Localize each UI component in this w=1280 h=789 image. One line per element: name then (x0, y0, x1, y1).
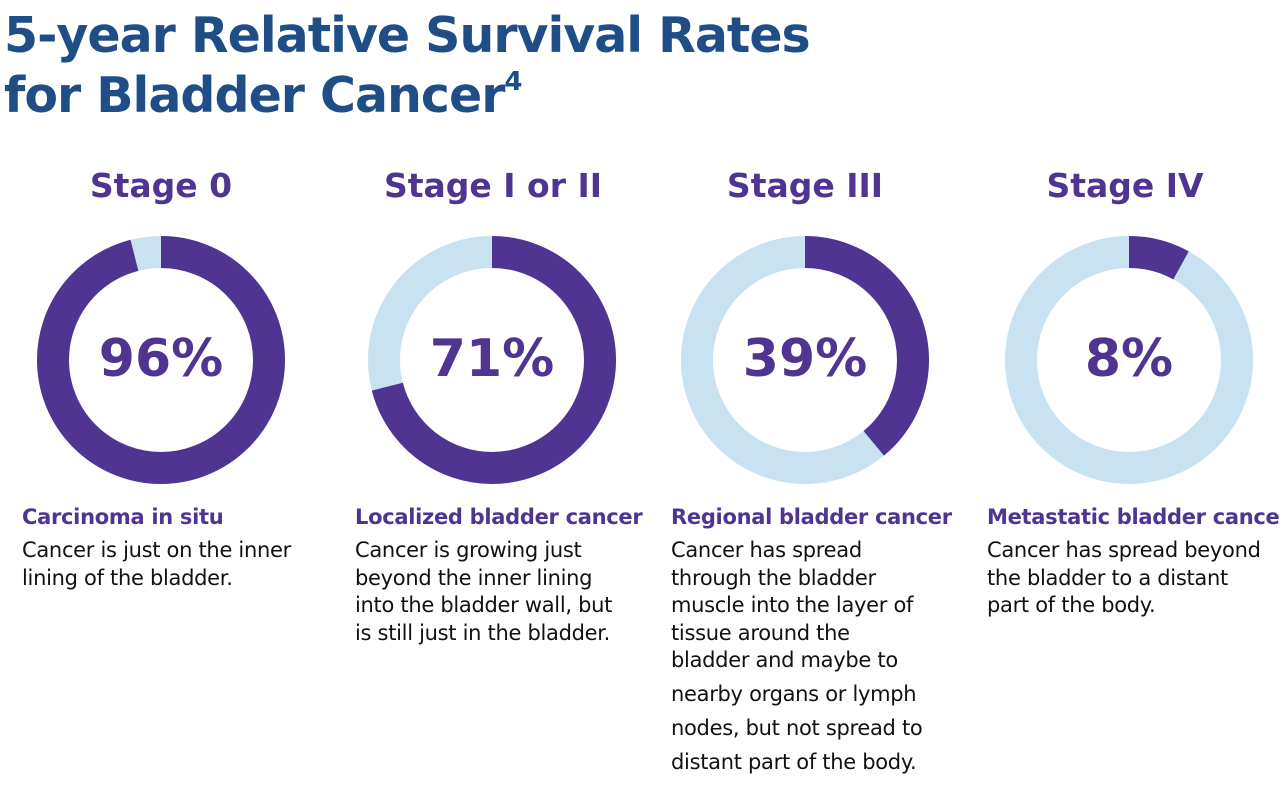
stage-description: Cancer has spread beyond the bladder to a… (987, 537, 1277, 620)
stage-column-0: Stage 0 96% Carcinoma in situ Cancer is … (0, 0, 320, 789)
stage-subtitle: Carcinoma in situ (22, 505, 224, 529)
stage-subtitle: Localized bladder cancer (355, 505, 643, 529)
donut-value-arc (368, 236, 616, 484)
stage-description: Cancer is just on the inner lining of the… (22, 537, 312, 592)
description-line: into the bladder wall, but (355, 593, 613, 617)
donut-chart-stage-1: 71% (368, 236, 616, 484)
stage-column-3: Stage IV 8% Metastatic bladder cancer Ca… (965, 0, 1280, 789)
stage-description: Cancer has spread through the bladder musc… (671, 537, 961, 777)
description-line: nearby organs or lymph (671, 682, 917, 706)
percent-label: 39% (743, 329, 867, 389)
description-line: Cancer is growing just (355, 538, 582, 562)
stage-description: Cancer is growing just beyond the inner l… (355, 537, 645, 647)
percent-label: 96% (99, 329, 223, 389)
description-line: Cancer is just on the inner (22, 538, 291, 562)
donut-value-arc (681, 236, 929, 484)
stage-subtitle: Metastatic bladder cancer (987, 505, 1280, 529)
stage-column-2: Stage III 39% Regional bladder cancer Ca… (649, 0, 969, 789)
footnote-marker: 4 (504, 67, 522, 97)
description-line: tissue around the (671, 620, 850, 645)
chart-title-line-2: for Bladder Cancer4 (4, 66, 810, 126)
stage-heading: Stage III (726, 166, 884, 205)
percent-label: 8% (1085, 329, 1173, 389)
stage-heading: Stage I or II (383, 166, 603, 205)
percent-label: 71% (430, 329, 554, 389)
donut-chart-stage-0: 96% (37, 236, 285, 484)
description-line: lining of the bladder. (22, 565, 233, 590)
donut-value-arc (37, 236, 285, 484)
chart-title: 5-year Relative Survival Rates for Bladd… (4, 6, 811, 126)
description-line: through the bladder (671, 565, 876, 590)
stage-heading: Stage 0 (89, 166, 233, 205)
description-line: Cancer has spread (671, 538, 862, 562)
stage-heading: Stage IV (1046, 166, 1204, 205)
description-line: part of the body. (987, 593, 1156, 617)
donut-chart-stage-2: 39% (681, 236, 929, 484)
description-line: distant part of the body. (671, 750, 917, 774)
stage-column-1: Stage I or II 71% Localized bladder canc… (333, 0, 653, 789)
description-line: is still just in the bladder. (355, 620, 611, 645)
description-line: Cancer has spread beyond (987, 538, 1261, 562)
description-line: beyond the inner lining (355, 565, 593, 590)
description-line: nodes, but not spread to (671, 716, 923, 740)
chart-title-line-1: 5-year Relative Survival Rates (4, 7, 811, 64)
description-line: bladder and maybe to (671, 648, 898, 672)
donut-value-arc (1005, 236, 1253, 484)
description-line: the bladder to a distant (987, 565, 1228, 590)
chart-title-line-2-text: for Bladder Cancer (4, 67, 505, 124)
description-line: muscle into the layer of (671, 593, 914, 617)
stage-subtitle: Regional bladder cancer (671, 505, 952, 529)
donut-chart-stage-3: 8% (1005, 236, 1253, 484)
